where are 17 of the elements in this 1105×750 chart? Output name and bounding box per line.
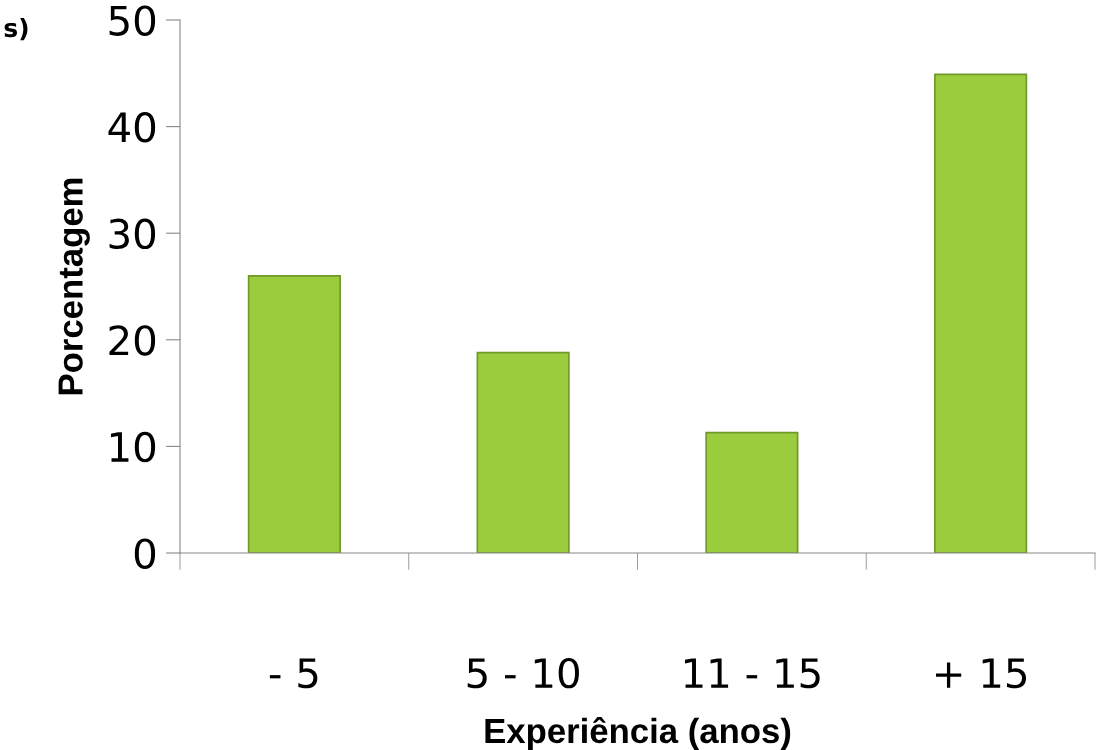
x-tick-label: - 5 (269, 658, 318, 689)
y-tick-label: 10 (110, 431, 156, 463)
x-tick-label: 11 - 15 (684, 658, 820, 689)
bar (934, 73, 1028, 553)
bar (705, 431, 799, 553)
bar (247, 275, 341, 553)
y-tick-label: 50 (109, 5, 156, 36)
text: s) (4, 17, 28, 41)
x-tick-label: 5 - 10 (467, 657, 579, 689)
y-tick-label: 0 (134, 538, 156, 569)
y-tick-label: 20 (109, 325, 156, 356)
y-tick-label: 30 (109, 218, 156, 250)
bar (476, 351, 570, 553)
y-axis-title: Porcentagem (58, 178, 90, 395)
x-tick-label: + 15 (935, 658, 1027, 689)
y-tick-label: 40 (108, 112, 156, 143)
x-axis-title: Experiência (anos) (485, 716, 791, 750)
